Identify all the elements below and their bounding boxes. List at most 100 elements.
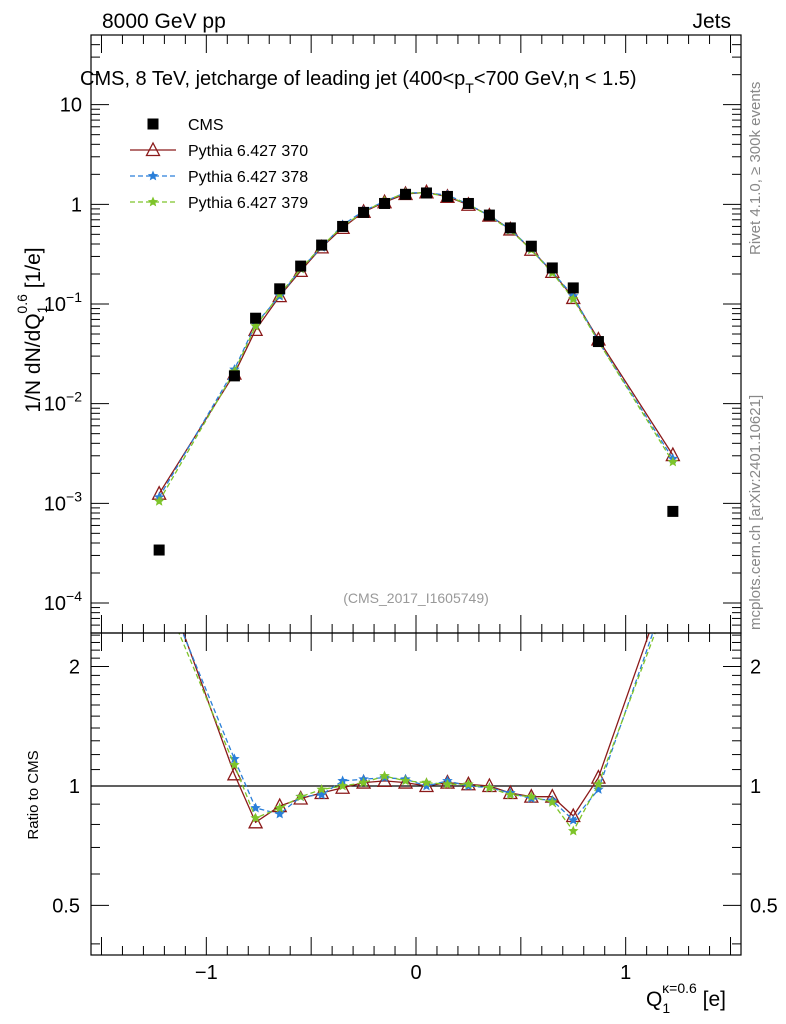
main-point-pythia-6-427-379 [153, 495, 165, 506]
ratio-point-pythia-6-427-379 [668, 580, 679, 590]
legend-label-cms: CMS [188, 117, 224, 134]
ratio-point-pythia-6-427-379 [358, 777, 369, 787]
main-point-cms [250, 312, 262, 324]
ratio-point-pythia-6-427-378 [316, 789, 327, 800]
main-point-pythia-6-427-379 [250, 320, 261, 331]
main-plot-area [151, 183, 681, 556]
ratio-point-pythia-6-427-379 [593, 778, 604, 789]
main-point-pythia-6-427-370 [248, 321, 264, 337]
ratio-point-pythia-6-427-379 [568, 825, 579, 836]
main-point-pythia-6-427-379 [667, 456, 679, 467]
legend-label-pythia-6-427-370: Pythia 6.427 370 [188, 143, 308, 160]
mcplots-label: mcplots.cern.ch [arXiv:2401.10621] [747, 395, 764, 630]
main-point-cms [337, 220, 349, 232]
ratio-point-pythia-6-427-379 [547, 796, 558, 807]
ratio-point-pythia-6-427-379 [505, 789, 516, 800]
main-point-cms [358, 206, 370, 218]
ratio-point-pythia-6-427-378 [337, 775, 348, 786]
main-point-cms [483, 209, 495, 221]
ratio-point-pythia-6-427-370 [481, 777, 497, 793]
main-y-tick-label: 10−4 [44, 588, 82, 615]
ratio-point-pythia-6-427-370 [335, 779, 351, 794]
ratio-y-tick-label-right: 0.5 [750, 895, 778, 917]
main-y-tick-label: 10−2 [44, 389, 82, 416]
main-y-tick-label: 1 [71, 194, 82, 216]
ratio-point-pythia-6-427-370 [248, 813, 264, 829]
main-point-cms [153, 544, 165, 556]
ratio-point-pythia-6-427-379 [484, 782, 495, 793]
main-axis-ticks: 10−4 10−3 10−2 10−1 1 10 [44, 34, 741, 634]
main-y-axis-label: 1/N dN/dQ10.6 [1/e] [14, 247, 50, 412]
ratio-y-tick-label: 0.5 [52, 895, 80, 917]
ratio-point-pythia-6-427-378 [154, 570, 165, 580]
ratio-point-pythia-6-427-378 [229, 753, 240, 764]
main-point-pythia-6-427-370 [565, 289, 581, 305]
ratio-point-pythia-6-427-379 [316, 784, 327, 794]
legend-marker-pythia-6-427-370 [145, 141, 161, 157]
ratio-y-tick-label-right: 1 [750, 776, 761, 798]
main-point-cms [295, 260, 307, 272]
main-point-cms [379, 197, 391, 209]
main-y-tick-label: 10−1 [44, 289, 82, 316]
x-axis-label: Q1κ=0.6 [e] [646, 980, 726, 1016]
ratio-plot-frame [90, 632, 742, 956]
ratio-point-pythia-6-427-379 [526, 791, 537, 802]
main-point-cms [567, 282, 579, 294]
ratio-y-tick-label: 1 [69, 776, 80, 798]
legend: CMS Pythia 6.427 370 Pythia 6.427 378 Pythi… [130, 117, 308, 212]
ratio-point-pythia-6-427-379 [154, 580, 165, 590]
main-point-cms [525, 240, 537, 252]
x-tick-label: −1 [195, 962, 218, 984]
ratio-point-pythia-6-427-379 [274, 802, 285, 813]
main-point-cms [441, 190, 453, 202]
x-tick-label: 0 [410, 962, 421, 984]
ratio-point-pythia-6-427-379 [463, 778, 474, 789]
x-tick-label: 1 [620, 962, 631, 984]
legend-marker-cms [147, 118, 159, 130]
ratio-point-pythia-6-427-370 [397, 774, 414, 789]
plot-title: CMS, 8 TeV, jetcharge of leading jet (40… [80, 68, 637, 96]
legend-marker-pythia-6-427-379 [147, 196, 159, 207]
main-point-cms [420, 187, 432, 199]
analysis-id: (CMS_2017_I1605749) [343, 590, 489, 606]
main-point-cms [504, 222, 516, 234]
ratio-point-pythia-6-427-378 [668, 570, 679, 580]
ratio-y-tick-label: 2 [69, 657, 80, 679]
legend-label-pythia-6-427-378: Pythia 6.427 378 [188, 169, 308, 186]
ratio-point-pythia-6-427-370 [666, 558, 679, 571]
ratio-y-axis-label: Ratio to CMS [25, 750, 42, 839]
ratio-point-pythia-6-427-378 [593, 784, 604, 794]
ratio-point-pythia-6-427-379 [442, 778, 453, 789]
ratio-point-pythia-6-427-379 [250, 812, 261, 823]
ratio-point-pythia-6-427-370 [376, 772, 393, 788]
ratio-point-pythia-6-427-379 [400, 775, 411, 786]
rivet-label: Rivet 4.1.0, ≥ 300k events [747, 82, 764, 255]
main-line-pythia-6-427-379 [158, 192, 674, 502]
ratio-axis-ticks: 0.5 0.5 1 1 2 2 −1 0 1 [52, 633, 778, 984]
main-point-cms [228, 370, 240, 382]
main-point-cms [667, 505, 679, 517]
main-point-cms [462, 197, 474, 209]
ratio-plot-area [153, 558, 679, 836]
main-point-cms [274, 283, 286, 295]
main-point-cms [546, 262, 558, 274]
main-point-pythia-6-427-379 [568, 293, 579, 304]
header-left: 8000 GeV pp [102, 10, 226, 33]
legend-marker-pythia-6-427-378 [147, 170, 159, 181]
ratio-point-pythia-6-427-379 [229, 759, 240, 770]
main-y-tick-label: 10 [60, 95, 82, 117]
main-point-cms [316, 239, 328, 251]
ratio-point-pythia-6-427-378 [274, 808, 285, 819]
ratio-point-pythia-6-427-370 [153, 558, 166, 571]
header-right: Jets [692, 10, 731, 33]
ratio-point-pythia-6-427-378 [421, 780, 432, 791]
main-point-cms [400, 188, 412, 200]
ratio-point-pythia-6-427-378 [568, 814, 579, 825]
main-point-cms [592, 336, 604, 348]
ratio-point-pythia-6-427-379 [337, 780, 348, 791]
legend-label-pythia-6-427-379: Pythia 6.427 379 [188, 195, 308, 212]
ratio-y-tick-label-right: 2 [750, 657, 761, 679]
ratio-point-pythia-6-427-379 [295, 791, 306, 802]
ratio-point-pythia-6-427-379 [421, 777, 432, 787]
